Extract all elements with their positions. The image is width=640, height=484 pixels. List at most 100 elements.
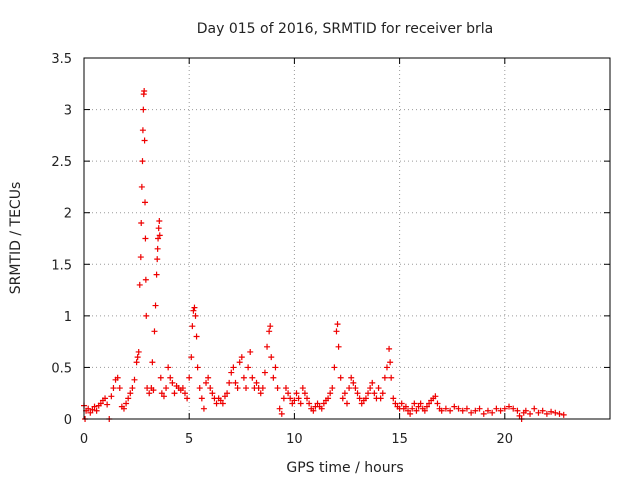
- data-point: [154, 245, 161, 252]
- data-point: [196, 385, 203, 392]
- data-point: [232, 379, 239, 386]
- data-point: [548, 408, 555, 415]
- data-point: [472, 407, 479, 414]
- data-point: [552, 409, 559, 416]
- data-point: [230, 364, 237, 371]
- data-point: [116, 385, 123, 392]
- data-point: [181, 390, 188, 397]
- data-point: [179, 385, 186, 392]
- data-point: [426, 400, 433, 407]
- data-point: [198, 395, 205, 402]
- data-point: [417, 400, 424, 407]
- x-tick-label: 20: [497, 432, 514, 447]
- data-point: [455, 405, 462, 412]
- data-point: [221, 393, 228, 400]
- data-point: [280, 395, 287, 402]
- data-point: [257, 390, 264, 397]
- data-point: [325, 395, 332, 402]
- data-point: [375, 385, 382, 392]
- data-point: [93, 407, 100, 414]
- data-point: [535, 409, 542, 416]
- data-point: [142, 235, 149, 242]
- data-point: [91, 403, 98, 410]
- data-point: [245, 364, 252, 371]
- data-point: [114, 374, 121, 381]
- data-point: [205, 374, 212, 381]
- data-point: [442, 405, 449, 412]
- data-point: [434, 400, 441, 407]
- data-point: [156, 232, 163, 239]
- data-point: [476, 405, 483, 412]
- data-point: [154, 256, 161, 263]
- data-point: [108, 393, 115, 400]
- data-point: [285, 390, 292, 397]
- data-point: [295, 395, 302, 402]
- data-point: [190, 307, 197, 314]
- data-point: [213, 400, 220, 407]
- data-point: [356, 395, 363, 402]
- data-point: [350, 379, 357, 386]
- data-point: [352, 385, 359, 392]
- data-point: [194, 364, 201, 371]
- data-point: [97, 400, 104, 407]
- data-point: [291, 397, 298, 404]
- data-point: [247, 348, 254, 355]
- data-point: [261, 369, 268, 376]
- data-point: [386, 345, 393, 352]
- data-point: [354, 390, 361, 397]
- x-axis-ticks: 0 5 10 15 20: [80, 58, 513, 447]
- data-point: [155, 235, 162, 242]
- data-point: [133, 359, 140, 366]
- data-point: [238, 354, 245, 361]
- data-point: [270, 374, 277, 381]
- data-point: [369, 379, 376, 386]
- y-tick-label: 3: [64, 104, 72, 119]
- data-point: [318, 405, 325, 412]
- data-point: [381, 374, 388, 381]
- y-tick-label: 3.5: [51, 52, 72, 67]
- data-point: [207, 385, 214, 392]
- data-point: [387, 359, 394, 366]
- data-point: [337, 374, 344, 381]
- data-point: [306, 400, 313, 407]
- data-point: [432, 393, 439, 400]
- data-point: [150, 387, 157, 394]
- data-point: [209, 390, 216, 397]
- data-point: [127, 390, 134, 397]
- data-point: [489, 409, 496, 416]
- data-point: [267, 323, 274, 330]
- data-series: [81, 88, 567, 422]
- data-point: [287, 395, 294, 402]
- data-point: [134, 354, 141, 361]
- data-point: [268, 354, 275, 361]
- data-point: [405, 407, 412, 414]
- data-point: [398, 400, 405, 407]
- data-point: [165, 364, 172, 371]
- data-point: [409, 405, 416, 412]
- data-point: [193, 333, 200, 340]
- data-point: [167, 374, 174, 381]
- data-point: [158, 390, 165, 397]
- data-point: [278, 410, 285, 417]
- data-point: [331, 364, 338, 371]
- x-tick-label: 15: [391, 432, 408, 447]
- data-point: [348, 374, 355, 381]
- data-point: [413, 407, 420, 414]
- data-point: [234, 385, 241, 392]
- data-point: [367, 385, 374, 392]
- data-point: [87, 409, 94, 416]
- data-point: [415, 403, 422, 410]
- y-axis-ticks: 0 0.5 1 1.5 2 2.5 3 3.5: [51, 52, 610, 428]
- data-point: [329, 385, 336, 392]
- data-point: [339, 395, 346, 402]
- data-point: [527, 410, 534, 417]
- data-point: [266, 328, 273, 335]
- data-point: [556, 410, 563, 417]
- data-point: [141, 88, 148, 95]
- data-point: [344, 400, 350, 407]
- data-point: [188, 354, 195, 361]
- data-point: [192, 312, 199, 319]
- data-point: [142, 276, 149, 283]
